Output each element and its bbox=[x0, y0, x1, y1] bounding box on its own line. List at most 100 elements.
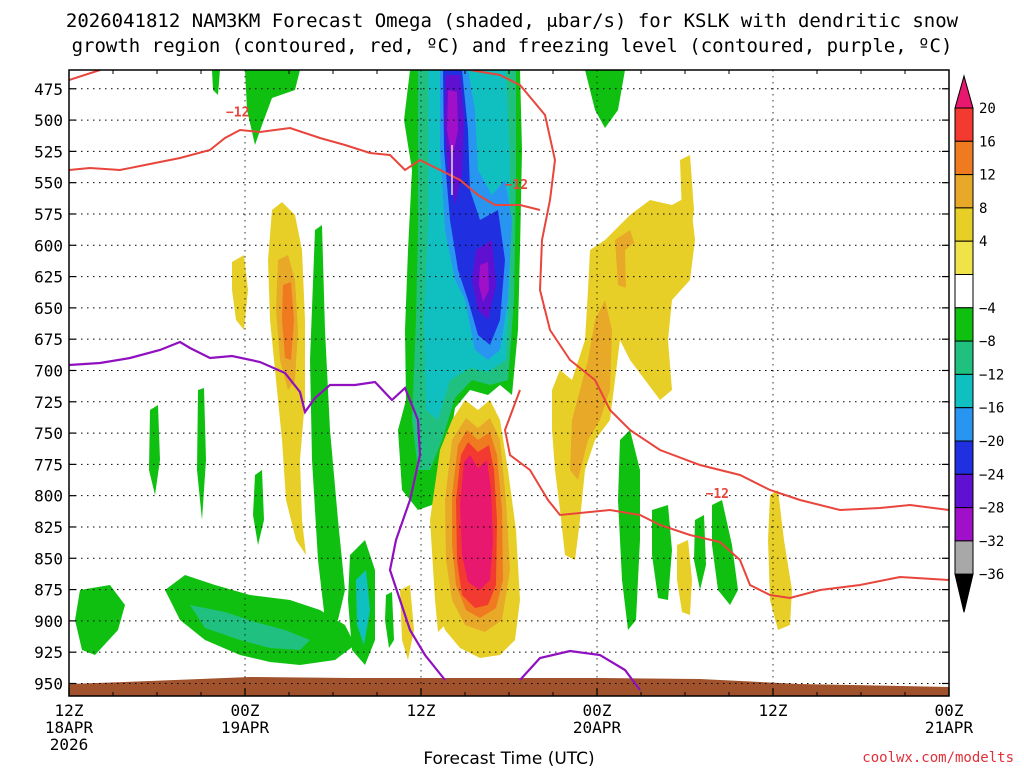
y-tick-label: 550 bbox=[34, 174, 63, 193]
colorbar-label: −4 bbox=[979, 301, 996, 317]
colorbar-segment bbox=[954, 507, 974, 542]
colorbar-segment bbox=[954, 107, 974, 142]
x-tick-label-line1: 12Z bbox=[407, 701, 436, 720]
omega-region-yellow-right-thin bbox=[625, 240, 642, 305]
y-tick-label: 500 bbox=[34, 111, 63, 130]
y-tick-label: 900 bbox=[34, 612, 63, 631]
colorbar-label: 16 bbox=[979, 134, 996, 150]
dendritic-contour-line-lower bbox=[503, 389, 949, 600]
y-tick-label: 475 bbox=[34, 80, 63, 99]
contour-label: −12 bbox=[706, 487, 729, 502]
y-tick-label: 700 bbox=[34, 361, 63, 380]
colorbar-label: 12 bbox=[979, 168, 996, 184]
colorbar-label: 8 bbox=[979, 201, 987, 217]
credit-text: coolwx.com/modelts bbox=[862, 750, 1014, 766]
colorbar-label: −24 bbox=[979, 467, 1004, 483]
omega-region-green-col6 bbox=[385, 592, 394, 648]
colorbar-label: 20 bbox=[979, 101, 996, 117]
colorbar-label: −32 bbox=[979, 534, 1004, 550]
colorbar-label: −12 bbox=[979, 367, 1004, 383]
contour-labels: −12 −12 −12 bbox=[226, 105, 729, 502]
omega-region-yellow-right bbox=[552, 195, 695, 560]
x-tick-label-line2: 18APR bbox=[45, 718, 94, 737]
y-tick-label: 525 bbox=[34, 142, 63, 161]
chart-title-line1: 2026041812 NAM3KM Forecast Omega (shaded… bbox=[66, 10, 959, 32]
omega-region-green-lowleft bbox=[75, 585, 125, 655]
colorbar-segment bbox=[954, 207, 974, 242]
colorbar-segment bbox=[954, 540, 974, 575]
colorbar-label: −8 bbox=[979, 334, 996, 350]
omega-region-green-right3 bbox=[694, 515, 706, 590]
colorbar-segment bbox=[954, 440, 974, 475]
colorbar-top-arrow bbox=[954, 74, 974, 109]
x-tick-label-line2: 20APR bbox=[573, 718, 622, 737]
omega-region-magenta-core bbox=[460, 455, 493, 590]
y-tick-label: 775 bbox=[34, 455, 63, 474]
omega-region-orange-left bbox=[282, 282, 294, 360]
x-tick-label-line1: 12Z bbox=[55, 701, 84, 720]
omega-region-green-col4 bbox=[253, 470, 264, 545]
omega-region-green-col2 bbox=[149, 405, 160, 495]
colorbar-label: −20 bbox=[979, 434, 1004, 450]
y-tick-label: 725 bbox=[34, 393, 63, 412]
colorbar-label: 4 bbox=[979, 234, 987, 250]
colorbar-segment bbox=[954, 407, 974, 442]
omega-region-green-col1 bbox=[310, 225, 345, 620]
omega-region-gold-right bbox=[570, 300, 612, 480]
omega-region-green-right1 bbox=[618, 430, 640, 630]
y-tick-label: 825 bbox=[34, 518, 63, 537]
omega-region-teal-low bbox=[190, 605, 310, 650]
colorbar-segment bbox=[954, 340, 974, 375]
chart-title-line2: growth region (contoured, red, ºC) and f… bbox=[72, 35, 953, 57]
colorbar-segment bbox=[954, 174, 974, 209]
x-tick-label-line1: 00Z bbox=[583, 701, 612, 720]
omega-region-cyan-col5 bbox=[356, 570, 370, 645]
y-tick-label: 575 bbox=[34, 205, 63, 224]
colorbar-label: −28 bbox=[979, 501, 1004, 517]
x-tick-label-line1: 00Z bbox=[231, 701, 260, 720]
omega-region-violet bbox=[444, 75, 496, 320]
x-tick-label-line2: 21APR bbox=[925, 718, 974, 737]
x-tick-label-line3: 2026 bbox=[50, 735, 89, 754]
contour-label: −12 bbox=[226, 105, 249, 120]
colorbar-segment bbox=[954, 307, 974, 342]
colorbar-segment bbox=[954, 274, 974, 309]
x-axis-label: Forecast Time (UTC) bbox=[423, 749, 594, 768]
omega-region-purple bbox=[447, 90, 489, 302]
x-tick-label-line1: 12Z bbox=[759, 701, 788, 720]
y-tick-label: 925 bbox=[34, 643, 63, 662]
omega-region-green-top2 bbox=[585, 70, 625, 128]
y-tick-label: 625 bbox=[34, 268, 63, 287]
omega-region-green-right2 bbox=[652, 505, 672, 600]
colorbar-bottom-arrow bbox=[954, 573, 974, 613]
x-tick-label-line2: 19APR bbox=[221, 718, 270, 737]
omega-region-yellow-right-tall bbox=[680, 155, 694, 240]
colorbar-segment bbox=[954, 140, 974, 176]
y-axis-ticks: 475 500 525 550 575 600 625 650 675 700 725 750 775 8… bbox=[34, 80, 949, 693]
y-tick-label: 800 bbox=[34, 487, 63, 506]
freezing-level-contour-line bbox=[69, 340, 641, 691]
colorbar: 20 16 12 8 4 −4 −8 −12 −16 −20 −24 −28 −32 −36 bbox=[954, 74, 1004, 613]
y-tick-label: 875 bbox=[34, 581, 63, 600]
contour-label: −12 bbox=[505, 178, 528, 193]
colorbar-segment bbox=[954, 473, 974, 509]
omega-region-yellow-lowcol bbox=[400, 585, 445, 660]
y-tick-label: 850 bbox=[34, 549, 63, 568]
y-tick-label: 950 bbox=[34, 674, 63, 693]
y-tick-label: 600 bbox=[34, 236, 63, 255]
terrain-ground bbox=[69, 677, 949, 696]
omega-region-green-col3 bbox=[197, 388, 206, 520]
colorbar-segment bbox=[954, 373, 974, 409]
y-tick-label: 650 bbox=[34, 299, 63, 318]
dendritic-contour-line-upper bbox=[69, 70, 949, 512]
colorbar-segment bbox=[954, 240, 974, 275]
colorbar-label: −16 bbox=[979, 401, 1004, 417]
x-tick-label-line1: 00Z bbox=[935, 701, 964, 720]
y-tick-label: 675 bbox=[34, 330, 63, 349]
omega-region-green-right4 bbox=[712, 500, 738, 605]
y-tick-label: 750 bbox=[34, 424, 63, 443]
omega-region-yellow-small1 bbox=[232, 255, 248, 330]
omega-shaded-field bbox=[75, 70, 792, 665]
